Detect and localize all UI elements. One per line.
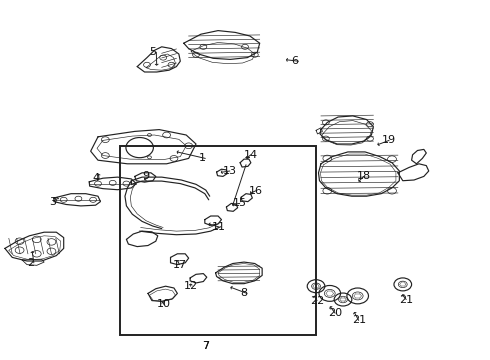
Text: 15: 15 <box>233 198 247 208</box>
Text: 14: 14 <box>244 150 258 160</box>
Text: 11: 11 <box>212 222 226 232</box>
Text: 1: 1 <box>198 153 205 163</box>
Text: 21: 21 <box>352 315 366 325</box>
Text: 4: 4 <box>92 173 99 183</box>
Text: 22: 22 <box>310 296 324 306</box>
Text: 9: 9 <box>142 171 149 181</box>
Text: 19: 19 <box>382 135 396 145</box>
Text: 18: 18 <box>357 171 371 181</box>
Text: 13: 13 <box>223 166 237 176</box>
Text: 3: 3 <box>49 197 56 207</box>
Text: 16: 16 <box>249 186 263 196</box>
Text: 20: 20 <box>328 308 343 318</box>
Text: 21: 21 <box>399 294 414 305</box>
Text: 7: 7 <box>202 341 209 351</box>
Bar <box>120 146 316 335</box>
Text: 12: 12 <box>184 281 198 291</box>
Text: 6: 6 <box>292 56 298 66</box>
Text: 10: 10 <box>157 299 171 309</box>
Text: 7: 7 <box>202 341 209 351</box>
Text: 2: 2 <box>27 258 34 268</box>
Text: 17: 17 <box>172 260 187 270</box>
Text: 8: 8 <box>240 288 247 298</box>
Text: 5: 5 <box>149 47 156 57</box>
